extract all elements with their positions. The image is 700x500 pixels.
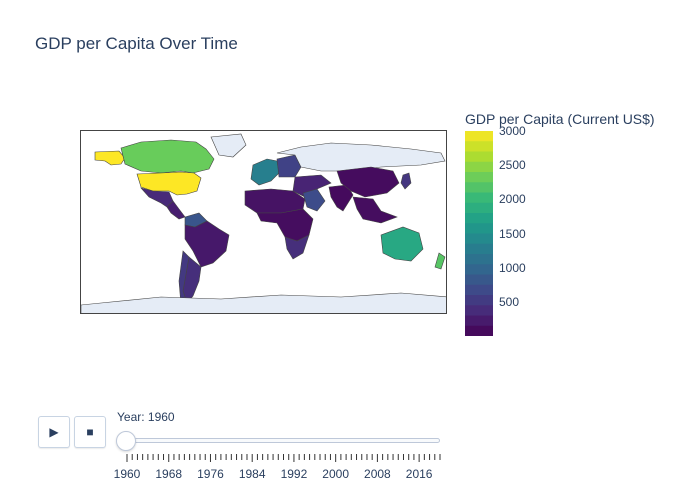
country-new-zealand[interactable] — [434, 252, 446, 270]
colorbar-segment — [465, 151, 493, 163]
country-southeast-asia[interactable] — [352, 196, 398, 224]
colorbar-tick-label: 1500 — [499, 226, 526, 241]
colorbar-segment — [465, 213, 493, 224]
stop-button[interactable]: ■ — [74, 416, 106, 448]
colorbar-segment — [465, 172, 493, 183]
slider-tick-label[interactable]: 1976 — [197, 467, 224, 481]
country-brazil[interactable] — [184, 220, 230, 268]
slider-tick-label[interactable]: 1968 — [155, 467, 183, 481]
colorbar-tick-label: 3000 — [499, 124, 526, 138]
colorbar-segment — [465, 192, 493, 204]
play-icon: ▶ — [49, 425, 59, 439]
slider-tick-label[interactable]: 1992 — [280, 467, 308, 481]
colorbar-segment — [465, 264, 493, 275]
slider-tick-label[interactable]: 2008 — [364, 467, 391, 481]
world-map[interactable] — [80, 130, 447, 314]
year-slider-rail[interactable] — [117, 438, 440, 443]
colorbar-segment — [465, 315, 493, 327]
slider-ticks — [126, 454, 441, 462]
year-slider-handle[interactable] — [116, 431, 136, 451]
chart-title: GDP per Capita Over Time — [35, 34, 238, 53]
play-button[interactable]: ▶ — [38, 416, 70, 448]
country-greenland[interactable] — [210, 133, 247, 158]
slider-tick-label[interactable]: 1960 — [113, 467, 141, 481]
colorbar-segment — [465, 325, 493, 336]
country-australia[interactable] — [380, 226, 424, 262]
country-antarctica[interactable] — [81, 292, 447, 314]
slider-tick-label[interactable]: 2000 — [322, 467, 350, 481]
country-russia[interactable] — [276, 142, 446, 172]
colorbar-segment — [465, 284, 493, 296]
colorbar-segment — [465, 223, 493, 234]
slider-tick-label[interactable]: 1984 — [238, 467, 266, 481]
country-china[interactable] — [336, 166, 400, 198]
colorbar-segment — [465, 274, 493, 286]
country-sub-saharan-africa[interactable] — [256, 208, 314, 242]
colorbar — [465, 131, 493, 336]
colorbar-segment — [465, 161, 493, 173]
colorbar-segment — [465, 233, 493, 245]
colorbar-tick-label: 1000 — [499, 260, 526, 275]
colorbar-title: GDP per Capita (Current US$) — [465, 111, 655, 127]
colorbar-segment — [465, 141, 493, 152]
colorbar-segment — [465, 182, 493, 193]
colorbar-segment — [465, 202, 493, 214]
country-canada[interactable] — [120, 139, 215, 174]
country-western-europe[interactable] — [250, 158, 280, 186]
colorbar-tick-label: 2000 — [499, 192, 526, 207]
country-eastern-europe[interactable] — [276, 154, 302, 178]
country-japan[interactable] — [400, 172, 412, 190]
country-saudi-arabia[interactable] — [302, 188, 326, 212]
colorbar-tick-label: 500 — [499, 294, 520, 309]
country-alaska[interactable] — [94, 150, 126, 166]
colorbar-segment — [465, 295, 493, 306]
colorbar-tick-label: 2500 — [499, 158, 526, 173]
colorbar-segment — [465, 131, 493, 142]
map-svg — [81, 133, 447, 314]
colorbar-segment — [465, 305, 493, 316]
slider-current-year: Year: 1960 — [117, 410, 175, 424]
country-south-africa[interactable] — [284, 234, 310, 260]
slider-tick-label[interactable]: 2016 — [405, 467, 433, 481]
colorbar-segment — [465, 254, 493, 265]
stop-icon: ■ — [86, 425, 94, 439]
colorbar-segment — [465, 243, 493, 255]
